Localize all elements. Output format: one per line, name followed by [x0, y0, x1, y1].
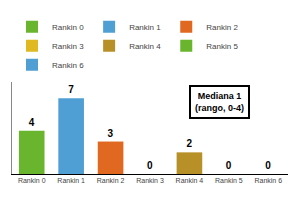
svg-text:4: 4 [29, 117, 35, 128]
svg-text:Rankin 6: Rankin 6 [52, 61, 84, 70]
svg-text:Rankin 1: Rankin 1 [129, 23, 161, 32]
svg-text:Rankin 2: Rankin 2 [206, 23, 238, 32]
svg-text:0: 0 [147, 160, 153, 171]
svg-text:Rankin 4: Rankin 4 [176, 177, 204, 184]
svg-text:Rankin 3: Rankin 3 [136, 177, 164, 184]
svg-text:Mediana 1(rango, 0-4): Mediana 1(rango, 0-4) [195, 91, 244, 113]
svg-text:Rankin 0: Rankin 0 [52, 23, 84, 32]
svg-text:0: 0 [265, 160, 271, 171]
svg-text:7: 7 [68, 84, 74, 95]
svg-text:Rankin 1: Rankin 1 [57, 177, 85, 184]
svg-text:3: 3 [108, 128, 114, 139]
svg-text:Rankin 2: Rankin 2 [97, 177, 125, 184]
svg-text:Rankin 5: Rankin 5 [206, 42, 238, 51]
svg-text:Rankin 4: Rankin 4 [129, 42, 161, 51]
svg-text:2: 2 [186, 138, 192, 149]
svg-text:Rankin 3: Rankin 3 [52, 42, 84, 51]
svg-text:Rankin 5: Rankin 5 [215, 177, 243, 184]
svg-text:0: 0 [226, 160, 232, 171]
svg-text:Rankin 6: Rankin 6 [254, 177, 282, 184]
svg-text:Rankin 0: Rankin 0 [18, 177, 46, 184]
